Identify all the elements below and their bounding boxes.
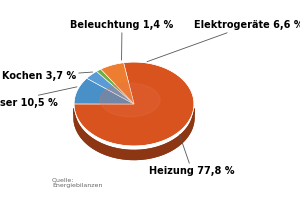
- Text: Kochen 3,7 %: Kochen 3,7 %: [2, 71, 93, 81]
- Polygon shape: [74, 78, 134, 104]
- Polygon shape: [74, 108, 194, 159]
- Polygon shape: [101, 63, 134, 104]
- Text: Warmwasser 10,5 %: Warmwasser 10,5 %: [0, 87, 77, 108]
- Text: Beleuchtung 1,4 %: Beleuchtung 1,4 %: [70, 20, 174, 60]
- Text: Elektrogeräte 6,6 %: Elektrogeräte 6,6 %: [147, 20, 300, 62]
- Polygon shape: [96, 69, 134, 104]
- Text: Heizung 77,8 %: Heizung 77,8 %: [149, 135, 235, 176]
- Polygon shape: [74, 62, 194, 146]
- Ellipse shape: [100, 83, 160, 117]
- Polygon shape: [87, 71, 134, 104]
- Text: Quelle:
Energiebilanzen: Quelle: Energiebilanzen: [52, 177, 102, 188]
- Polygon shape: [74, 111, 194, 159]
